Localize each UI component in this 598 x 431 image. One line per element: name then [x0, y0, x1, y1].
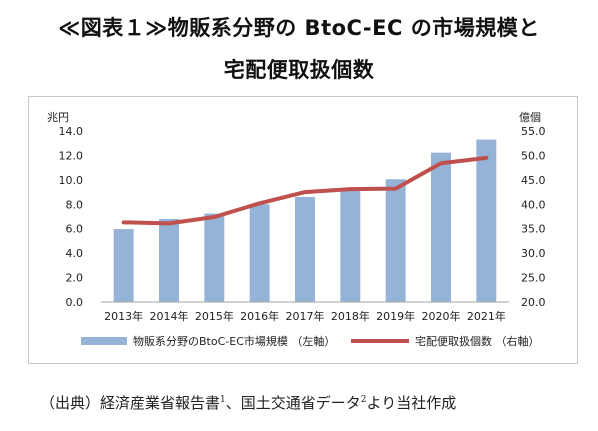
right-axis-tick-label: 25.0: [521, 272, 546, 285]
left-axis-tick-label: 4.0: [66, 247, 84, 260]
x-axis-tick-label: 2018年: [331, 309, 370, 323]
bar: [385, 179, 406, 302]
x-axis-tick-label: 2019年: [376, 309, 415, 323]
left-axis-tick-label: 10.0: [59, 174, 84, 187]
line-series: [121, 155, 489, 226]
source-note: （出典）経済産業省報告書1、国土交通省データ2より当社作成: [40, 392, 456, 413]
bar: [113, 229, 134, 302]
bar: [340, 188, 361, 302]
footnote-ref-2: 2: [360, 395, 367, 405]
chart-title-line-1: ≪図表１≫物販系分野の BtoC-EC の市場規模と: [58, 16, 540, 40]
right-axis-unit: 億個: [519, 111, 541, 124]
left-axis-unit: 兆円: [47, 111, 69, 124]
legend-label-line: 宅配便取扱個数 （右軸）: [415, 334, 540, 348]
right-axis-tick-label: 35.0: [521, 223, 546, 236]
x-axis-tick-label: 2021年: [467, 309, 506, 323]
left-axis-tick-label: 12.0: [59, 149, 84, 162]
right-axis-tick-label: 30.0: [521, 247, 546, 260]
bar: [476, 139, 497, 302]
right-axis-tick-label: 20.0: [521, 296, 546, 309]
left-axis-tick-label: 6.0: [66, 223, 84, 236]
bar: [204, 213, 225, 302]
source-text-1: （出典）経済産業省報告書: [40, 394, 221, 412]
right-axis-tick-label: 50.0: [521, 149, 546, 162]
legend-label-bar: 物販系分野のBtoC-EC市場規模 （左軸）: [133, 334, 335, 348]
left-axis-tick-label: 0.0: [66, 296, 84, 309]
right-axis-tick-label: 55.0: [521, 125, 546, 138]
bar: [295, 196, 315, 302]
chart-frame: 兆円 億個 0.0 2.0 4.0 6.0 8.0 10.0 12.0 14.0 20.0 25.0 3…: [28, 96, 578, 364]
chart-title-line-2: 宅配便取扱個数: [223, 58, 375, 82]
right-axis-tick-label: 45.0: [521, 174, 546, 187]
x-axis-tick-label: 2016年: [240, 309, 279, 323]
x-axis-tick-label: 2013年: [104, 309, 143, 323]
bar: [249, 204, 270, 302]
bar: [159, 218, 179, 302]
source-text-2: 、国土交通省データ: [225, 394, 361, 412]
x-axis-tick-label: 2017年: [286, 309, 325, 323]
right-axis-tick-label: 40.0: [521, 198, 546, 211]
legend-swatch-bar: [81, 337, 127, 345]
x-axis-tick-label: 2014年: [150, 309, 189, 323]
left-axis-tick-label: 2.0: [66, 272, 84, 285]
x-axis-tick-label: 2015年: [195, 309, 234, 323]
footnote-ref-1: 1: [220, 395, 226, 405]
left-axis-tick-label: 8.0: [66, 198, 84, 211]
x-axis-tick-label: 2020年: [422, 309, 461, 323]
source-text-3: より当社作成: [366, 394, 457, 412]
bar: [431, 152, 451, 302]
left-axis-tick-label: 14.0: [59, 125, 84, 138]
combo-chart: 兆円 億個 0.0 2.0 4.0 6.0 8.0 10.0 12.0 14.0 20.0 25.0 3…: [47, 111, 546, 348]
